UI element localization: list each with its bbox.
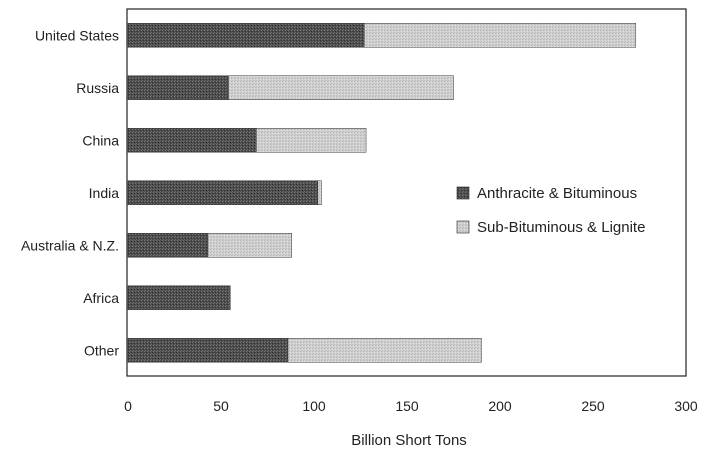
legend-swatch-anthracite-bituminous <box>456 186 470 200</box>
plot-area-frame <box>126 8 687 377</box>
x-tick-label-250: 250 <box>581 398 605 414</box>
bar-africa-anthracite-and-bituminous <box>127 285 231 310</box>
x-tick-label-50: 50 <box>213 398 229 414</box>
x-tick-label-150: 150 <box>395 398 419 414</box>
legend-label-sub-bituminous-lignite: Sub-Bituminous & Lignite <box>477 219 645 236</box>
bar-india-sub-bituminous-and-lignite <box>317 180 322 205</box>
x-tick-label-200: 200 <box>488 398 512 414</box>
x-tick-label-300: 300 <box>674 398 698 414</box>
x-tick-label-100: 100 <box>302 398 326 414</box>
x-axis-title: Billion Short Tons <box>351 432 467 449</box>
bar-russia-sub-bituminous-and-lignite <box>228 75 454 100</box>
bar-other-sub-bituminous-and-lignite <box>287 338 482 363</box>
bars <box>127 23 637 363</box>
x-axis-ticks: 0 50 100 150 200 250 300 <box>124 398 698 414</box>
bar-united-states-sub-bituminous-and-lignite <box>363 23 637 48</box>
category-label-other: Other <box>84 342 119 358</box>
bar-australia-and-n-z-anthracite-and-bituminous <box>127 233 209 258</box>
category-label-russia: Russia <box>76 80 119 96</box>
category-label-china: China <box>82 132 119 148</box>
category-label-india: India <box>89 185 120 201</box>
bar-india-anthracite-and-bituminous <box>127 180 318 205</box>
legend: Anthracite & Bituminous Sub-Bituminous &… <box>456 185 645 236</box>
legend-label-anthracite-bituminous: Anthracite & Bituminous <box>477 185 637 202</box>
bar-other-anthracite-and-bituminous <box>127 338 289 363</box>
category-labels: United States Russia China India Australia &… <box>21 27 119 358</box>
bar-united-states-anthracite-and-bituminous <box>127 23 365 48</box>
legend-swatch-sub-bituminous-lignite <box>456 220 470 234</box>
bar-china-sub-bituminous-and-lignite <box>256 128 367 153</box>
category-label-united-states: United States <box>35 27 119 43</box>
bar-china-anthracite-and-bituminous <box>127 128 257 153</box>
category-label-africa: Africa <box>83 290 119 306</box>
bar-russia-anthracite-and-bituminous <box>127 75 229 100</box>
x-tick-label-0: 0 <box>124 398 132 414</box>
bar-australia-and-n-z-sub-bituminous-and-lignite <box>207 233 292 258</box>
category-label-australia-and-n-z: Australia & N.Z. <box>21 237 119 253</box>
